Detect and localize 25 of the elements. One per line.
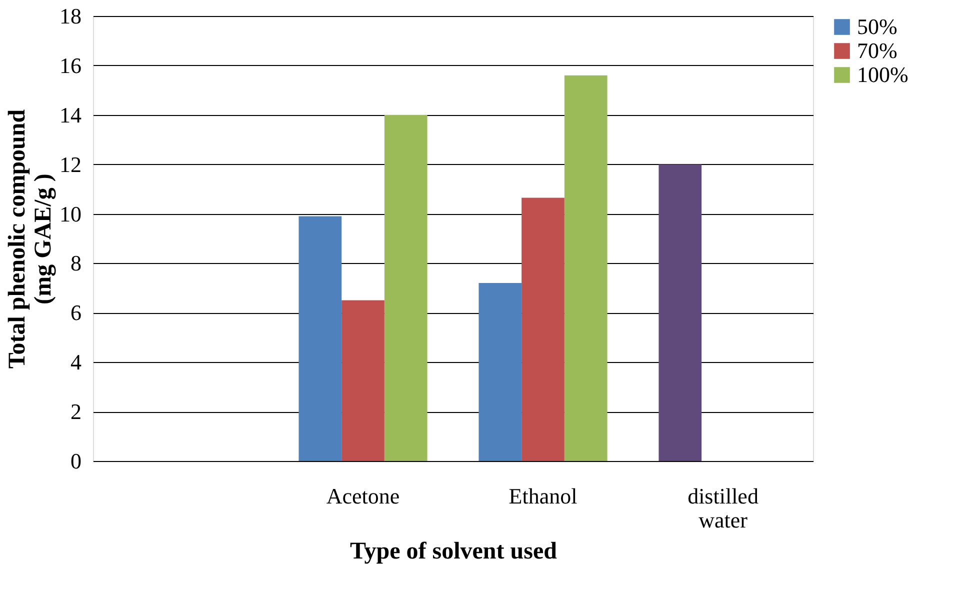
y-axis-title: Total phenolic compound (mg GAE/g ) bbox=[4, 108, 56, 369]
y-tick-label: 12 bbox=[60, 152, 82, 177]
x-tick-label: Acetone bbox=[326, 484, 400, 508]
y-tick-label: 0 bbox=[70, 448, 82, 474]
y-tick-label: 14 bbox=[60, 102, 82, 128]
y-tick-label: 16 bbox=[60, 52, 82, 78]
legend-label: 50% bbox=[857, 14, 898, 39]
bar bbox=[478, 283, 522, 461]
y-tick-label: 4 bbox=[70, 350, 82, 375]
y-tick-label: 18 bbox=[60, 4, 82, 28]
bar bbox=[522, 198, 564, 461]
bar bbox=[342, 300, 384, 461]
y-tick-label: 8 bbox=[70, 250, 82, 276]
bar bbox=[384, 114, 428, 461]
bar bbox=[298, 216, 342, 461]
x-tick-label: distilled water bbox=[688, 484, 758, 532]
legend-label: 100% bbox=[857, 62, 908, 87]
legend-label: 70% bbox=[857, 38, 898, 63]
x-tick-label: Ethanol bbox=[508, 484, 578, 508]
y-tick-label: 2 bbox=[70, 399, 82, 424]
x-axis-title: Type of solvent used bbox=[350, 538, 558, 564]
y-tick-label: 6 bbox=[70, 300, 82, 326]
y-tick-label: 10 bbox=[60, 201, 82, 226]
bar bbox=[658, 164, 702, 461]
bar bbox=[564, 75, 608, 461]
